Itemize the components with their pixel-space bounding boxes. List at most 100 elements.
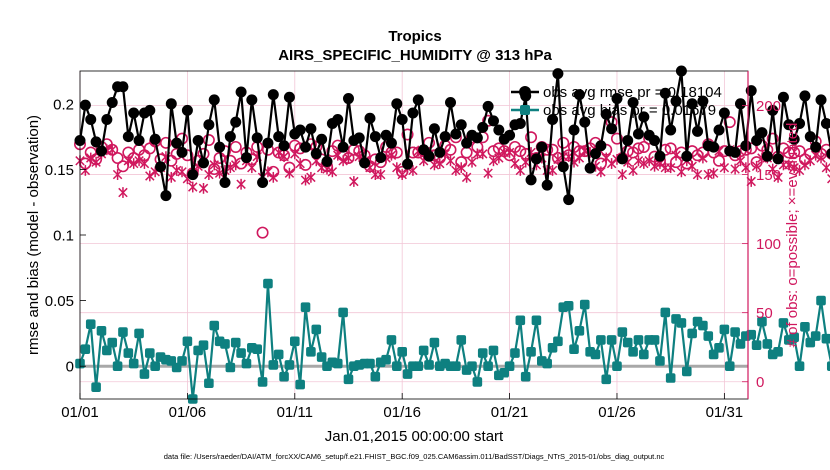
obs-possible-point (546, 143, 559, 156)
rmse-point (155, 161, 167, 173)
bias-point (526, 346, 536, 357)
obs-evaluated-point (139, 158, 150, 169)
bias-point (225, 362, 236, 373)
rmse-point (471, 132, 483, 144)
rmse-point (283, 91, 295, 103)
bias-point (402, 369, 413, 379)
bias-point (762, 339, 773, 349)
bias-point (816, 295, 826, 306)
rmse-point (321, 156, 333, 168)
obs-evaluated-point (171, 165, 182, 176)
rmse-point (638, 111, 650, 123)
obs-evaluated-point (827, 173, 830, 184)
rmse-point (369, 131, 381, 143)
legend-bias-label: obs avg bias pr = 0.01679 (543, 102, 716, 119)
obs-evaluated-point (698, 152, 708, 164)
left-tick-label: 0.2 (53, 96, 74, 113)
rmse-point (461, 137, 473, 149)
obs-evaluated-point (134, 155, 144, 167)
rmse-point (718, 107, 730, 119)
rmse-point (697, 95, 709, 107)
bias-point (209, 320, 220, 331)
right-tick-label: 150 (756, 167, 781, 184)
obs-evaluated-point (86, 152, 96, 164)
bias-point (257, 377, 268, 387)
rmse-point (788, 133, 800, 145)
rmse-point (756, 127, 768, 139)
bias-point (681, 366, 692, 377)
bias-point (488, 345, 499, 356)
bias-point (381, 354, 391, 365)
rmse-point (391, 98, 403, 110)
obs-possible-point (159, 136, 172, 149)
obs-evaluated-point (80, 165, 91, 176)
obs-possible-point (229, 140, 242, 153)
rmse-point (541, 179, 553, 191)
obs-possible-point (632, 142, 645, 155)
bias-point (579, 299, 590, 310)
bias-point (80, 344, 91, 354)
rmse-point (294, 124, 306, 136)
bias-point (456, 335, 467, 345)
rmse-point (482, 100, 494, 112)
bias-point (601, 374, 612, 385)
bias-point (665, 373, 676, 383)
obs-evaluated-point (290, 148, 300, 160)
rmse-point (187, 169, 199, 181)
bias-point (553, 336, 563, 347)
rmse-point (552, 68, 564, 80)
left-tick-label: 0.15 (45, 162, 74, 179)
obs-evaluated-point (730, 163, 740, 175)
bias-point (220, 339, 230, 349)
x-tick-label: 01/06 (169, 404, 207, 421)
right-axis: 0 50 100 150 200 (742, 71, 781, 399)
rmse-point (160, 190, 172, 202)
rmse-point (316, 133, 328, 145)
obs-evaluated-point (665, 162, 676, 174)
left-axis: 0 0.05 0.1 0.15 0.2 (45, 96, 86, 376)
rmse-point (659, 87, 671, 99)
bias-point (284, 360, 295, 370)
bias-point (542, 358, 552, 369)
bias-point (107, 337, 118, 348)
obs-evaluated-point (789, 162, 799, 174)
rmse-point (122, 131, 134, 143)
rmse-point (751, 135, 763, 147)
rmse-point (622, 135, 634, 147)
plot-area (74, 65, 830, 404)
bias-point (660, 307, 671, 318)
bias-point (810, 331, 821, 341)
bias-point (719, 324, 730, 335)
rmse-point (305, 123, 317, 135)
rmse-point (810, 141, 822, 153)
obs-evaluated-point (692, 169, 703, 180)
rmse-point (176, 146, 188, 158)
obs-evaluated-point (188, 181, 198, 193)
bias-point (606, 335, 617, 345)
bias-point (590, 349, 601, 360)
obs-evaluated-point (338, 155, 348, 167)
rmse-point (214, 141, 226, 153)
obs-evaluated-point (800, 159, 810, 171)
obs-evaluated-point (107, 144, 117, 156)
obs-evaluated-point (284, 167, 295, 179)
bias-point (773, 346, 783, 357)
bias-point (612, 361, 622, 371)
bias-point (134, 328, 144, 339)
bias-point (177, 356, 187, 366)
bias-point (510, 348, 520, 358)
obs-evaluated-point (741, 162, 751, 174)
obs-evaluated-point (123, 155, 134, 167)
bias-point (751, 340, 762, 351)
rmse-point (203, 119, 215, 131)
bias-point (316, 352, 327, 362)
rmse-point (90, 136, 102, 148)
rmse-point (95, 145, 107, 157)
rmse-point (740, 140, 752, 152)
rmse-point (310, 148, 322, 160)
obs-evaluated-point (703, 169, 713, 180)
left-tick-label: 0 (66, 359, 74, 376)
obs-possible-point (256, 226, 269, 239)
obs-evaluated-point (295, 158, 305, 169)
bias-point (332, 358, 343, 369)
